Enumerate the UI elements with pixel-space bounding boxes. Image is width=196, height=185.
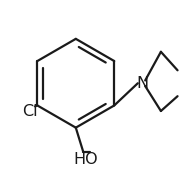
Text: HO: HO — [74, 152, 98, 167]
Text: N: N — [136, 76, 148, 91]
Text: Cl: Cl — [22, 103, 38, 119]
